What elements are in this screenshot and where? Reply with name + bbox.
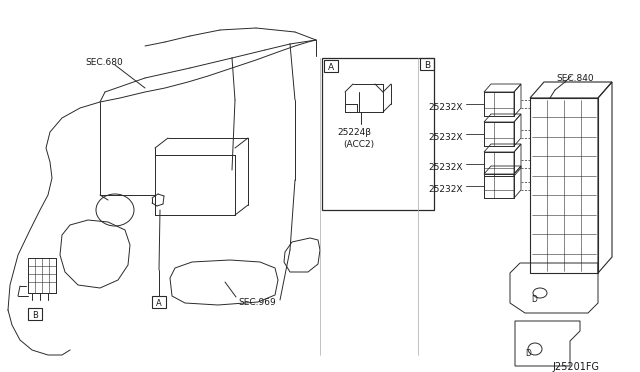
Text: B: B <box>424 61 430 70</box>
Bar <box>324 60 338 72</box>
Bar <box>28 308 42 320</box>
Text: (ACC2): (ACC2) <box>343 140 374 149</box>
Text: 25232X: 25232X <box>428 132 463 141</box>
Text: 25224β: 25224β <box>337 128 371 137</box>
Text: 25232X: 25232X <box>428 163 463 171</box>
Bar <box>420 58 434 70</box>
Bar <box>530 98 598 273</box>
Text: A: A <box>156 299 162 308</box>
Text: SEC.680: SEC.680 <box>85 58 123 67</box>
Text: A: A <box>328 63 334 72</box>
Bar <box>152 296 166 308</box>
Text: J25201FG: J25201FG <box>552 362 599 372</box>
Text: SEC.969: SEC.969 <box>238 298 276 307</box>
Text: SEC.840: SEC.840 <box>556 74 594 83</box>
Text: 25232X: 25232X <box>428 185 463 193</box>
Text: B: B <box>32 311 38 320</box>
Text: D: D <box>525 349 531 357</box>
Bar <box>322 58 434 210</box>
Text: D: D <box>531 295 537 304</box>
Text: 25232X: 25232X <box>428 103 463 112</box>
